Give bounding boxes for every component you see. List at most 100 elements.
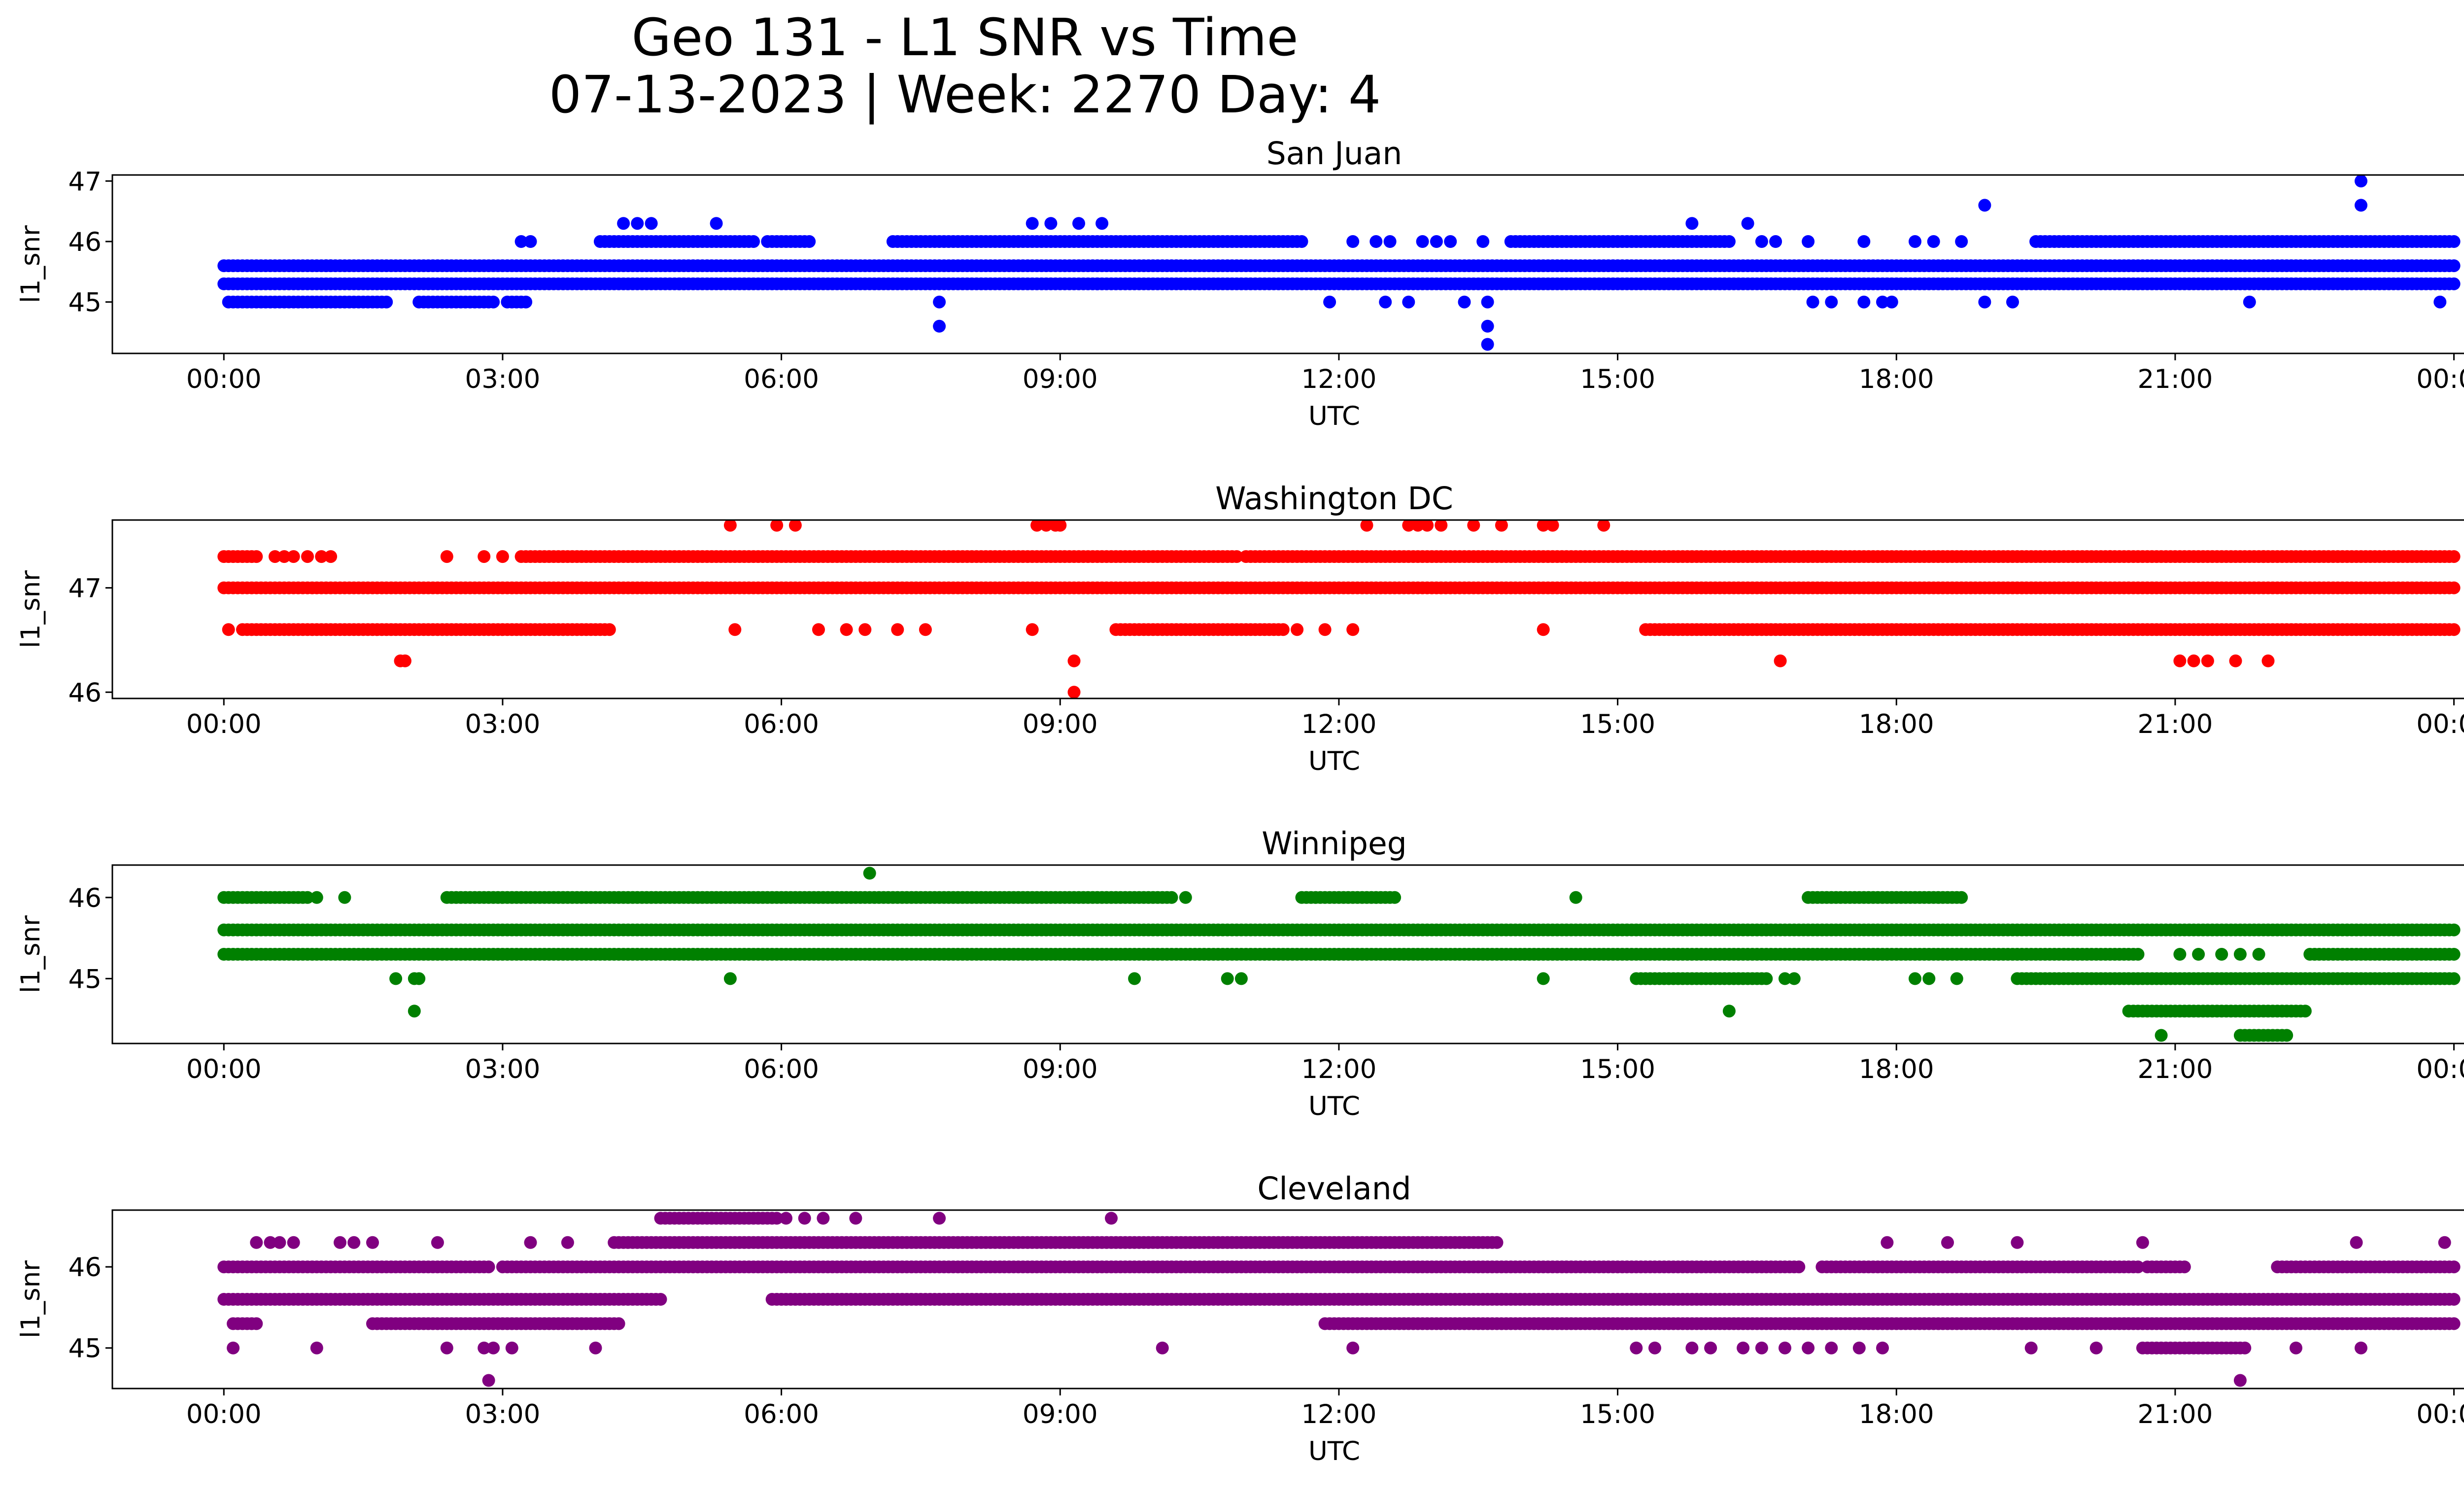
data-point (1546, 520, 1559, 532)
data-point (803, 235, 816, 248)
x-tick-label: 06:00 (744, 1054, 819, 1084)
data-point (603, 623, 616, 636)
data-point (1481, 338, 1494, 351)
data-point (849, 948, 862, 961)
x-tick-label: 03:00 (465, 364, 541, 394)
data-point (645, 217, 658, 230)
x-tick-label: 15:00 (1580, 709, 1655, 739)
data-point (1421, 520, 1434, 532)
x-axis-label: UTC (1308, 401, 1360, 431)
data-point (269, 550, 281, 563)
data-point (1922, 972, 1936, 985)
data-point (250, 1317, 263, 1330)
data-point (1481, 319, 1494, 333)
y-axis-label: l1_snr (16, 570, 46, 648)
data-point (1495, 520, 1508, 532)
data-point (1402, 295, 1415, 309)
data-point (1411, 520, 1425, 532)
figure-title-line2: 07-13-2023 | Week: 2270 Day: 4 (549, 65, 1381, 125)
data-point (654, 1293, 667, 1306)
x-tick-label: 21:00 (2138, 1054, 2213, 1084)
data-point (1955, 235, 1968, 248)
data-point (1054, 520, 1067, 532)
data-point (1537, 520, 1550, 532)
data-point (723, 972, 737, 985)
data-point (1276, 623, 1290, 636)
x-tick-label: 09:00 (1023, 1054, 1098, 1084)
data-point (2447, 972, 2461, 985)
data-point (2006, 295, 2019, 309)
data-point (1950, 972, 1963, 985)
y-tick-label: 46 (68, 227, 102, 257)
data-point (1040, 520, 1053, 532)
x-tick-label: 00:00 (186, 1054, 262, 1084)
data-point (1787, 972, 1801, 985)
data-point (1978, 199, 1991, 212)
data-point (1927, 235, 1940, 248)
data-point (2215, 948, 2228, 961)
data-point (1769, 235, 1782, 248)
data-point (1044, 217, 1058, 230)
data-points (217, 175, 2461, 351)
data-point (1388, 891, 1402, 904)
data-points (217, 1212, 2461, 1387)
data-point (2355, 175, 2367, 188)
data-point (389, 972, 403, 985)
data-point (487, 295, 500, 309)
subplot-panels: San Juan 00:00 03:00 06:00 09:00 12:00 15:00 18… (16, 136, 2464, 1466)
y-tick-label: 47 (68, 574, 102, 604)
data-point (1755, 235, 1768, 248)
data-point (2187, 654, 2200, 667)
data-point (440, 550, 453, 563)
data-point (222, 623, 235, 636)
data-point (496, 550, 509, 563)
data-point (1346, 623, 1360, 636)
data-point (1978, 295, 1991, 309)
x-tick-label: 03:00 (465, 1054, 541, 1084)
data-point (1346, 235, 1360, 248)
data-point (2447, 550, 2461, 563)
data-point (277, 550, 291, 563)
data-point (840, 623, 853, 636)
data-point (1722, 235, 1736, 248)
data-points (217, 520, 2461, 698)
data-point (1802, 235, 1815, 248)
data-point (770, 520, 784, 532)
data-point (1722, 1005, 1736, 1018)
data-point (2131, 1260, 2145, 1274)
data-point (1383, 235, 1397, 248)
data-point (1876, 295, 1889, 309)
data-point (788, 520, 802, 532)
data-point (1909, 972, 1921, 985)
data-point (1779, 972, 1791, 985)
data-point (1291, 623, 1304, 636)
data-point (1128, 972, 1141, 985)
data-point (1857, 235, 1871, 248)
subplot-title: San Juan (1266, 136, 1403, 172)
data-point (1091, 277, 1104, 290)
data-point (1537, 972, 1550, 985)
subplot-title: Cleveland (1257, 1171, 1411, 1207)
data-point (2243, 295, 2256, 309)
data-point (1230, 550, 1243, 563)
x-tick-label: 06:00 (744, 364, 819, 394)
data-point (812, 623, 825, 636)
data-point (1095, 217, 1109, 230)
data-point (1569, 891, 1582, 904)
data-point (2233, 948, 2247, 961)
data-point (863, 948, 876, 961)
x-tick-label: 18:00 (1859, 364, 1934, 394)
data-point (1444, 235, 1457, 248)
x-tick-label: 21:00 (2138, 364, 2213, 394)
x-tick-label: 12:00 (1301, 364, 1377, 394)
data-point (287, 550, 300, 563)
data-point (380, 295, 393, 309)
data-point (324, 550, 338, 563)
x-tick-label: 15:00 (1580, 364, 1655, 394)
data-point (1030, 520, 1044, 532)
data-point (2131, 948, 2145, 961)
data-point (2229, 654, 2242, 667)
subplot-title: Washington DC (1215, 481, 1453, 517)
data-point (2173, 654, 2187, 667)
